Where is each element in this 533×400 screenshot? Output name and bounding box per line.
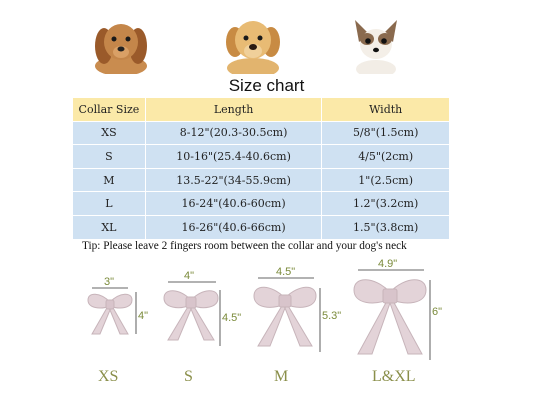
dog-photo-2: [212, 12, 294, 78]
size-chart-title: Size chart: [228, 76, 305, 95]
cell-size: M: [72, 167, 146, 193]
bow-m-height: 5.3": [322, 310, 342, 322]
cell-size: XS: [72, 120, 146, 146]
bow-s-height: 4.5": [222, 312, 242, 324]
cell-width: 1.5"(3.8cm): [321, 214, 450, 240]
bow-xs-label: XS: [98, 368, 119, 385]
bow-m-width: 4.5": [276, 266, 296, 278]
header-length: Length: [144, 97, 323, 122]
cell-length: 16-24"(40.6-60cm): [144, 191, 323, 216]
bow-lxl-illustration: [352, 274, 428, 367]
bow-s-label: S: [184, 368, 193, 385]
cell-width: 1.2"(3.2cm): [321, 191, 450, 216]
header-width: Width: [321, 97, 450, 122]
table-header-row: Collar Size Length Width: [72, 97, 450, 122]
bow-xs-height: 4": [138, 310, 149, 322]
table-row: S 10-16"(25.4-40.6cm) 4/5"(2cm): [72, 144, 450, 169]
bow-lxl-height: 6": [432, 306, 443, 318]
table-row: XS 8-12"(20.3-30.5cm) 5/8"(1.5cm): [72, 120, 450, 146]
bow-xs-illustration: [86, 290, 134, 347]
bow-m-label: M: [274, 368, 289, 385]
cell-width: 5/8"(1.5cm): [321, 120, 450, 146]
bow-m-illustration: [252, 282, 318, 359]
tip-text: Tip: Please leave 2 fingers room between…: [82, 240, 407, 252]
cell-length: 8-12"(20.3-30.5cm): [144, 120, 323, 146]
size-table: Collar Size Length Width XS 8-12"(20.3-3…: [72, 97, 450, 240]
bow-lxl-label: L&XL: [372, 368, 416, 385]
cell-size: XL: [72, 214, 146, 240]
cell-width: 4/5"(2cm): [321, 144, 450, 169]
bow-s-illustration: [162, 286, 220, 353]
bow-xs-width: 3": [104, 276, 115, 288]
bow-lxl-width: 4.9": [378, 258, 398, 270]
cell-size: L: [72, 191, 146, 216]
cell-size: S: [72, 144, 146, 169]
table-row: M 13.5-22"(34-55.9cm) 1"(2.5cm): [72, 167, 450, 193]
bow-s-width: 4": [184, 270, 195, 282]
table-row: L 16-24"(40.6-60cm) 1.2"(3.2cm): [72, 191, 450, 216]
header-collar-size: Collar Size: [72, 97, 146, 122]
cell-length: 10-16"(25.4-40.6cm): [144, 144, 323, 169]
cell-length: 13.5-22"(34-55.9cm): [144, 167, 323, 193]
cell-width: 1"(2.5cm): [321, 167, 450, 193]
cell-length: 16-26"(40.6-66cm): [144, 214, 323, 240]
dog-photo-3: [335, 12, 417, 78]
dog-photo-1: [80, 12, 162, 76]
table-row: XL 16-26"(40.6-66cm) 1.5"(3.8cm): [72, 214, 450, 240]
